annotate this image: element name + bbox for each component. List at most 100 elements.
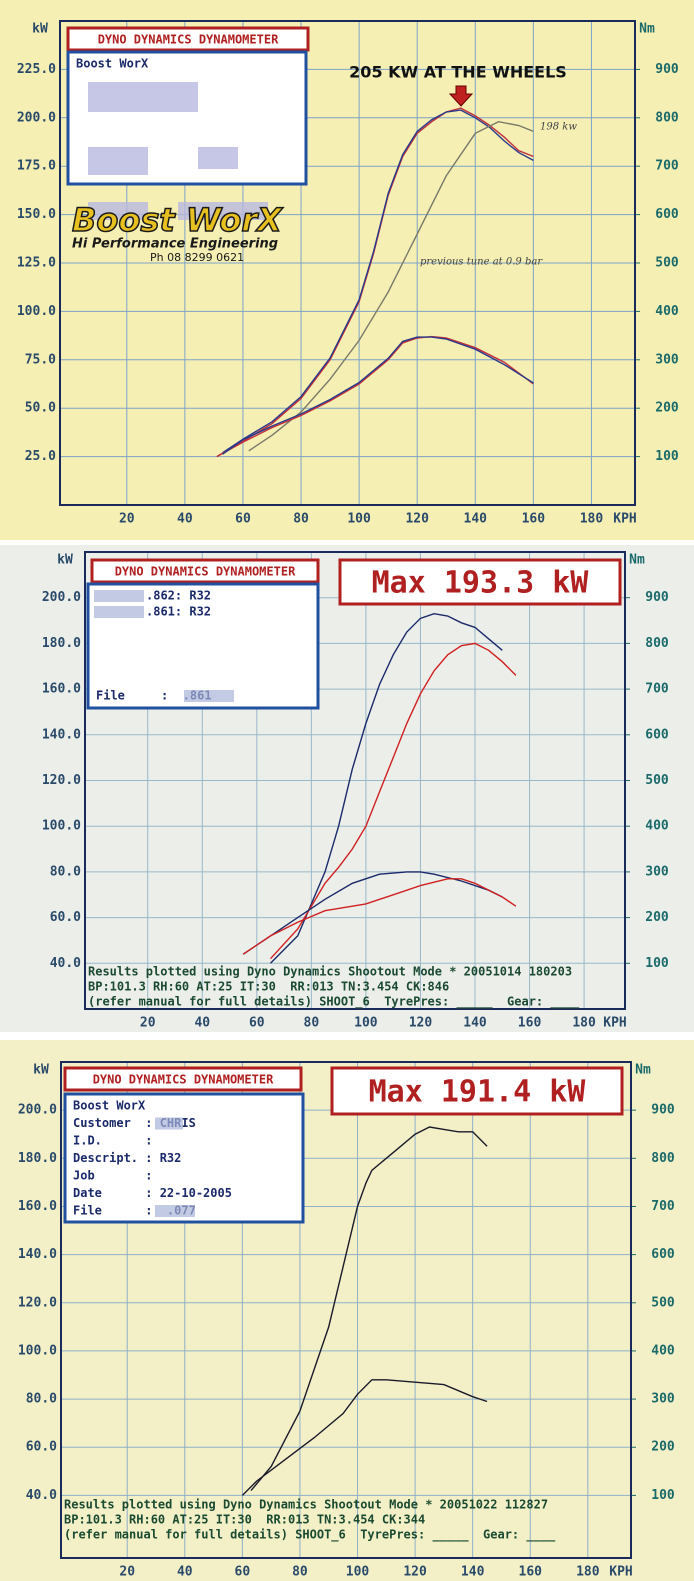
x-tick-label: 120	[405, 512, 429, 527]
series-line	[241, 1379, 488, 1496]
y-tick-label: 100.0	[17, 304, 56, 319]
info-line: Descript. : R32	[73, 1151, 181, 1165]
y-axis-label: kW	[57, 553, 73, 568]
x-tick-label: 180	[580, 512, 604, 527]
y-tick-label: 60.0	[50, 910, 81, 925]
y2-tick-label: 700	[645, 682, 669, 697]
x-tick-label: 20	[119, 1565, 135, 1580]
y-tick-label: 140.0	[18, 1247, 57, 1262]
y2-tick-label: 200	[655, 401, 679, 416]
y2-tick-label: 900	[651, 1103, 675, 1118]
redacted	[94, 590, 144, 602]
x-tick-label: 120	[403, 1565, 427, 1580]
header-box	[66, 26, 310, 52]
info-line: Job :	[73, 1169, 152, 1183]
plot-border	[60, 1061, 632, 1559]
y2-axis-label: Nm	[639, 22, 655, 37]
series-line	[242, 878, 517, 955]
redacted	[198, 147, 238, 169]
note: previous tune at 0.9 bar	[420, 257, 543, 268]
y-tick-label: 150.0	[17, 207, 56, 222]
logo-sub: Hi Performance Engineering	[72, 237, 278, 252]
y-tick-label: 175.0	[17, 159, 56, 174]
y2-tick-label: 400	[655, 304, 679, 319]
y-tick-label: 180.0	[42, 636, 81, 651]
footer-line: Results plotted using Dyno Dynamics Shoo…	[88, 965, 572, 979]
header-box	[63, 1066, 303, 1092]
y-axis-label: kW	[32, 22, 48, 37]
y-tick-label: 80.0	[26, 1392, 57, 1407]
x-tick-label: 60	[235, 512, 251, 527]
y2-tick-label: 800	[655, 110, 679, 125]
header: DYNO DYNAMICS DYNAMOMETER	[93, 1073, 274, 1087]
y2-tick-label: 300	[651, 1392, 675, 1407]
y2-tick-label: 700	[651, 1199, 675, 1214]
x-tick-label: 180	[572, 1016, 596, 1031]
series-line	[222, 336, 534, 455]
series-line	[216, 107, 534, 458]
x-tick-label: 100	[346, 1565, 370, 1580]
chart-title: Max 191.4 kW	[369, 1075, 587, 1110]
x-tick-label: 40	[194, 1016, 210, 1031]
info-box	[86, 582, 320, 710]
redacted	[88, 202, 148, 220]
x-tick-label: 40	[177, 1565, 193, 1580]
y2-tick-label: 600	[655, 207, 679, 222]
chart-title: Max 193.3 kW	[372, 566, 590, 601]
y2-tick-label: 300	[645, 864, 669, 879]
x-axis-label: KPH	[613, 512, 636, 527]
y-tick-label: 125.0	[17, 256, 56, 271]
x-tick-label: 80	[293, 512, 309, 527]
annotation: 205 KW AT THE WHEELS	[349, 63, 567, 82]
x-tick-label: 60	[249, 1016, 265, 1031]
info-line: .861: R32	[146, 605, 211, 619]
y-tick-label: 40.0	[50, 956, 81, 971]
x-tick-label: 160	[518, 1016, 542, 1031]
y2-tick-label: 400	[645, 819, 669, 834]
y-tick-label: 60.0	[26, 1440, 57, 1455]
redacted	[94, 606, 144, 618]
redacted	[155, 1117, 183, 1130]
title-box	[330, 1066, 624, 1116]
y2-axis-label: Nm	[635, 1063, 651, 1078]
y-tick-label: 75.0	[25, 352, 56, 367]
footer-line: (refer manual for full details) SHOOT_6 …	[88, 995, 580, 1010]
series-line	[222, 109, 534, 454]
info-line: I.D. :	[73, 1134, 152, 1148]
x-tick-label: 140	[461, 1565, 485, 1580]
y-tick-label: 80.0	[50, 864, 81, 879]
x-tick-label: 140	[464, 512, 488, 527]
y2-tick-label: 900	[645, 590, 669, 605]
y-tick-label: 200.0	[18, 1103, 57, 1118]
redacted	[184, 690, 234, 702]
y-axis-label: kW	[33, 1063, 49, 1078]
y-tick-label: 200.0	[42, 590, 81, 605]
y2-tick-label: 500	[645, 773, 669, 788]
x-tick-label: 160	[519, 1565, 543, 1580]
y2-tick-label: 600	[651, 1247, 675, 1262]
info-line: File : .861	[96, 689, 212, 703]
y2-tick-label: 500	[655, 256, 679, 271]
x-axis-label: KPH	[603, 1016, 626, 1031]
footer-line: BP:101.3 RH:60 AT:25 IT:30 RR:013 TN:3.4…	[88, 980, 449, 994]
x-tick-label: 180	[576, 1565, 600, 1580]
x-tick-label: 140	[463, 1016, 487, 1031]
y-tick-label: 120.0	[42, 773, 81, 788]
y-tick-label: 100.0	[42, 819, 81, 834]
y2-tick-label: 200	[651, 1440, 675, 1455]
series-line	[269, 642, 517, 960]
redacted	[155, 1205, 195, 1217]
plot-border	[84, 551, 626, 1010]
info-line: .862: R32	[146, 589, 211, 603]
x-tick-label: 60	[235, 1565, 251, 1580]
header-box	[90, 558, 320, 584]
y-tick-label: 140.0	[42, 727, 81, 742]
x-tick-label: 100	[354, 1016, 378, 1031]
redacted	[88, 147, 148, 175]
y2-tick-label: 200	[645, 910, 669, 925]
footer-line: (refer manual for full details) SHOOT_6 …	[64, 1528, 556, 1543]
redacted	[88, 82, 198, 112]
y-tick-label: 100.0	[18, 1343, 57, 1358]
logo-phone: Ph 08 8299 0621	[150, 251, 244, 264]
